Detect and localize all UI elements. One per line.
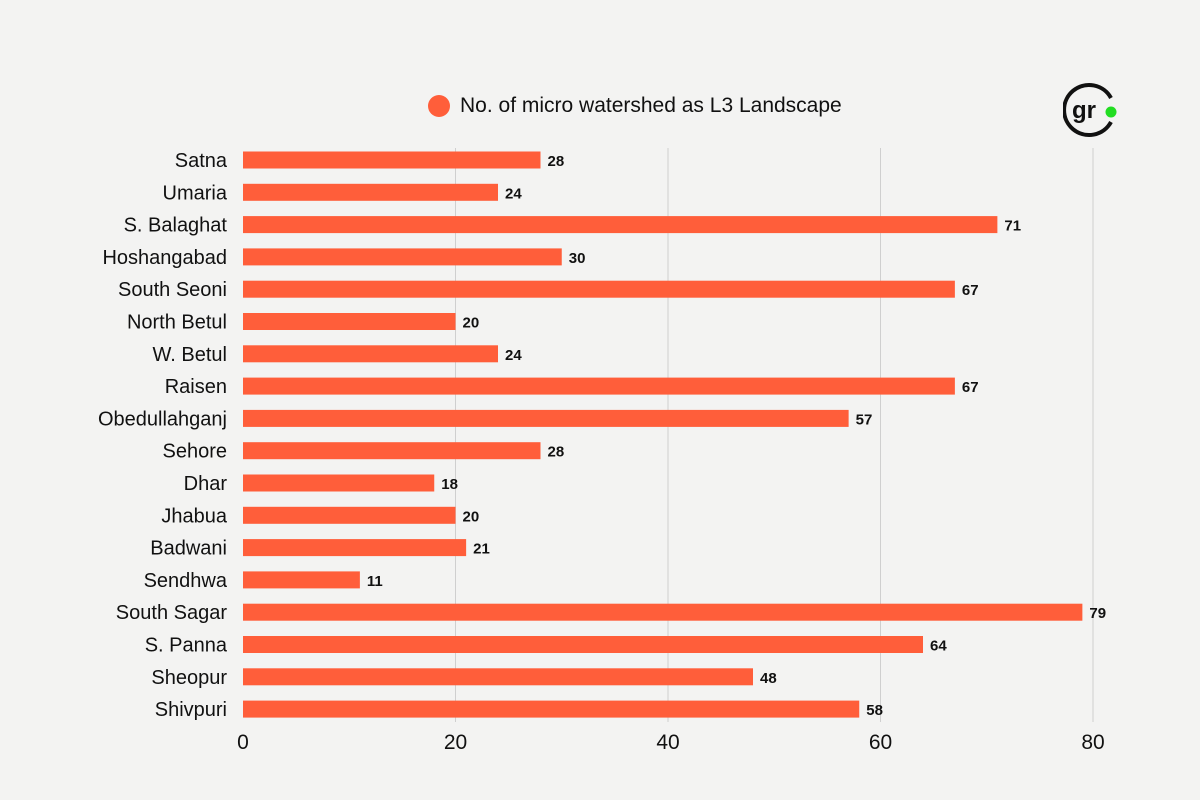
x-tick-label: 80 [1081, 731, 1104, 754]
bar [243, 539, 467, 557]
y-tick-label: South Sagar [116, 602, 228, 624]
data-label: 24 [505, 347, 522, 364]
bar [243, 280, 955, 298]
y-tick-label: Satna [175, 150, 228, 172]
bar [243, 345, 498, 363]
y-tick-label: Obedullahganj [98, 408, 227, 430]
bar [243, 603, 1083, 621]
bar [243, 700, 860, 718]
y-tick-label: Hoshangabad [102, 247, 227, 269]
bar [243, 409, 849, 427]
y-tick-label: Badwani [150, 538, 227, 560]
y-tick-label: S. Balaghat [124, 215, 228, 237]
data-label: 71 [1004, 218, 1021, 235]
y-tick-label: Umaria [163, 182, 228, 204]
y-tick-label: Jhabua [161, 505, 227, 527]
y-tick-label: North Betul [127, 312, 227, 334]
x-tick-label: 40 [656, 731, 679, 754]
data-label: 58 [866, 702, 883, 719]
brand-logo: gr [1063, 83, 1117, 137]
bar [243, 151, 541, 169]
y-tick-label: Sheopur [151, 667, 227, 689]
y-tick-label: Dhar [184, 473, 228, 495]
data-label: 48 [760, 670, 777, 687]
bar [243, 442, 541, 460]
bar [243, 636, 923, 653]
data-label: 57 [856, 411, 873, 428]
bar [243, 571, 360, 589]
data-label: 28 [548, 153, 565, 170]
svg-text:gr: gr [1072, 97, 1096, 124]
bar [243, 668, 753, 686]
y-tick-label: South Seoni [118, 279, 227, 301]
legend-label: No. of micro watershed as L3 Landscape [460, 94, 842, 117]
bar [243, 183, 498, 201]
y-tick-label: S. Panna [145, 635, 228, 657]
legend-swatch [428, 95, 450, 117]
legend: No. of micro watershed as L3 Landscape [428, 94, 842, 118]
data-label: 11 [367, 573, 383, 590]
data-label: 67 [962, 282, 979, 299]
y-tick-label: Sendhwa [144, 570, 228, 592]
data-label: 30 [569, 250, 586, 267]
y-tick-label: W. Betul [153, 344, 227, 366]
data-label: 21 [473, 541, 490, 558]
x-tick-label: 0 [237, 731, 249, 754]
y-tick-label: Sehore [163, 441, 228, 463]
x-tick-label: 20 [444, 731, 467, 754]
data-label: 24 [505, 185, 522, 202]
data-label: 20 [463, 315, 480, 332]
data-label: 64 [930, 638, 947, 655]
y-tick-label: Raisen [165, 376, 227, 398]
y-tick-label: Shivpuri [155, 699, 227, 721]
data-label: 28 [548, 444, 565, 461]
data-label: 18 [441, 476, 458, 493]
bar [243, 474, 435, 492]
data-label: 20 [463, 508, 480, 525]
bar [243, 216, 998, 234]
bar [243, 377, 955, 395]
bar [243, 506, 456, 524]
bar [243, 248, 562, 266]
data-label: 67 [962, 379, 979, 396]
x-tick-label: 60 [869, 731, 892, 754]
bar [243, 313, 456, 330]
data-label: 79 [1089, 605, 1106, 622]
